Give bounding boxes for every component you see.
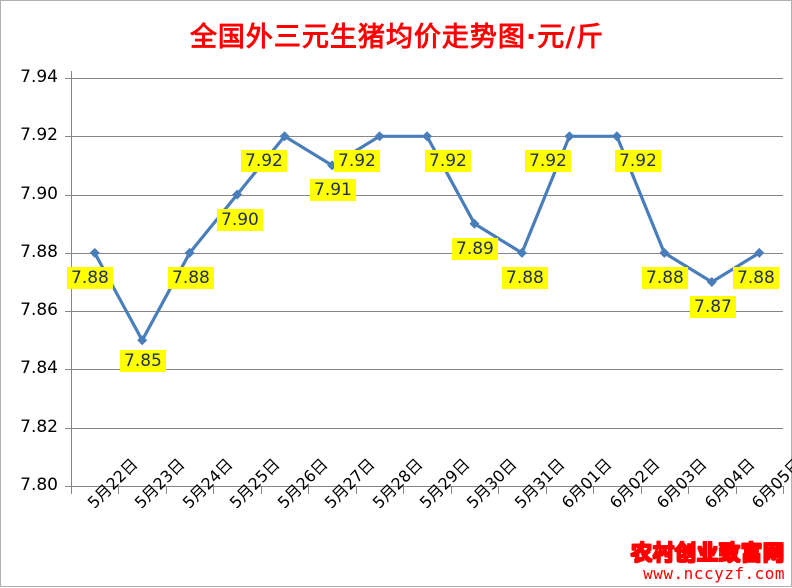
x-axis-label: 6月01日 (557, 454, 616, 513)
x-tick-mark (688, 486, 689, 494)
gridline (71, 253, 783, 254)
x-axis-label: 5月28日 (368, 454, 427, 513)
chart-title: 全国外三元生猪均价走势图·元/斤 (189, 22, 605, 53)
x-axis-label: 5月27日 (320, 454, 379, 513)
y-axis-tick-label: 7.90 (20, 184, 58, 204)
y-tick-mark (65, 369, 71, 370)
x-axis-label: 5月23日 (130, 454, 189, 513)
watermark: 农村创业致富网 www.nccyzf.com (631, 541, 785, 583)
y-tick-mark (65, 195, 71, 196)
x-axis-label: 5月25日 (225, 454, 284, 513)
x-tick-mark (213, 486, 214, 494)
gridline (71, 428, 783, 429)
x-axis-label: 5月22日 (83, 454, 142, 513)
data-point-label: 7.89 (452, 238, 498, 260)
x-tick-mark (593, 486, 594, 494)
y-tick-mark (65, 253, 71, 254)
data-point-marker (469, 218, 480, 229)
y-axis-tick-label: 7.94 (20, 67, 58, 87)
data-point-label: 7.88 (502, 267, 548, 289)
x-axis-label: 6月04日 (700, 454, 759, 513)
x-tick-mark (641, 486, 642, 494)
gridline (71, 78, 783, 79)
y-axis-tick-label: 7.84 (20, 358, 58, 378)
y-axis-tick-label: 7.88 (20, 242, 58, 262)
data-point-label: 7.92 (241, 150, 287, 172)
data-point-label: 7.92 (615, 150, 661, 172)
data-point-label: 7.88 (642, 267, 688, 289)
data-point-label: 7.90 (217, 209, 263, 231)
y-tick-mark (65, 78, 71, 79)
data-point-marker (137, 335, 148, 346)
x-tick-mark (498, 486, 499, 494)
gridline (71, 311, 783, 312)
gridline (71, 136, 783, 137)
gridline (71, 369, 783, 370)
x-tick-mark (783, 486, 784, 494)
watermark-url: www.nccyzf.com (643, 564, 785, 583)
x-axis-label: 6月03日 (652, 454, 711, 513)
data-point-label: 7.92 (425, 150, 471, 172)
y-axis-tick-label: 7.82 (20, 417, 58, 437)
x-tick-mark (451, 486, 452, 494)
x-axis-label: 6月02日 (605, 454, 664, 513)
data-point-marker (706, 277, 717, 287)
data-point-label: 7.88 (733, 267, 779, 289)
data-point-label: 7.92 (525, 150, 571, 172)
y-tick-mark (65, 486, 71, 487)
data-point-label: 7.87 (690, 296, 736, 318)
x-tick-mark (403, 486, 404, 494)
x-tick-mark (118, 486, 119, 494)
x-axis-label: 5月30日 (462, 454, 521, 513)
x-tick-mark (356, 486, 357, 494)
y-axis-tick-label: 7.92 (20, 125, 58, 145)
data-point-label: 7.91 (310, 179, 356, 201)
data-point-label: 7.88 (67, 267, 113, 289)
data-point-label: 7.85 (120, 350, 166, 372)
x-tick-mark (166, 486, 167, 494)
x-axis-label: 5月26日 (273, 454, 332, 513)
x-tick-mark (71, 486, 72, 494)
y-axis-tick-label: 7.80 (20, 475, 58, 495)
data-point-label: 7.92 (334, 150, 380, 172)
y-tick-mark (65, 136, 71, 137)
x-axis-label: 5月24日 (178, 454, 237, 513)
gridline (71, 486, 783, 487)
x-tick-mark (546, 486, 547, 494)
gridline (71, 195, 783, 196)
x-tick-mark (261, 486, 262, 494)
x-tick-mark (736, 486, 737, 494)
data-point-label: 7.88 (168, 267, 214, 289)
y-tick-mark (65, 311, 71, 312)
x-axis-label: 5月31日 (510, 454, 569, 513)
y-tick-mark (65, 428, 71, 429)
y-axis-tick-label: 7.86 (20, 300, 58, 320)
x-axis-label: 5月29日 (415, 454, 474, 513)
watermark-site-name: 农村创业致富网 (631, 541, 785, 565)
x-tick-mark (308, 486, 309, 494)
